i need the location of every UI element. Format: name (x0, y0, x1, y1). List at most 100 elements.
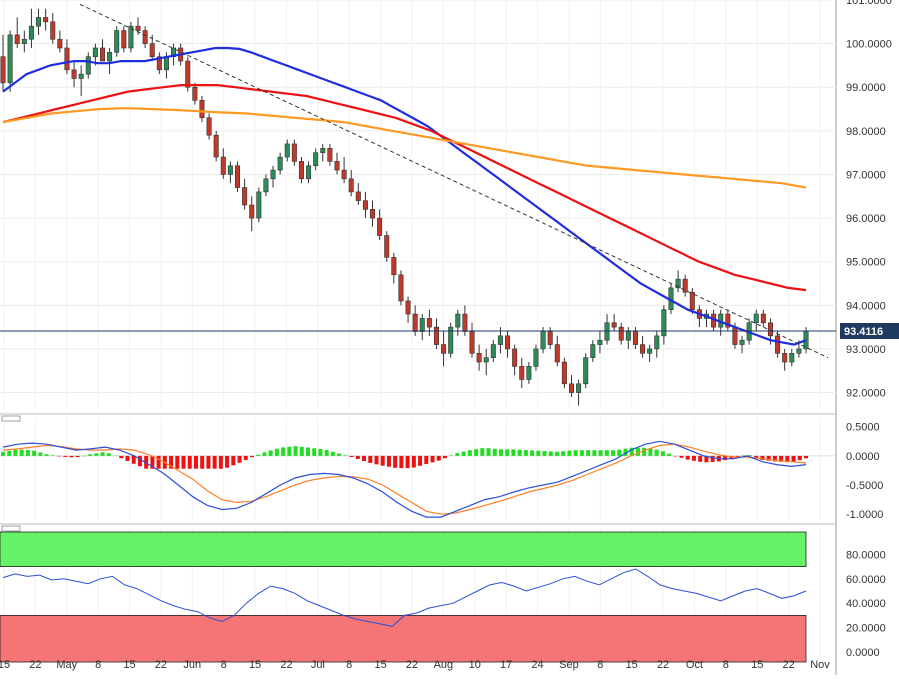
candle-body (725, 313, 731, 328)
macd-histogram-bar (137, 455, 142, 467)
macd-histogram-bar (548, 451, 553, 456)
macd-histogram-bar (667, 453, 672, 456)
candle-body (398, 274, 404, 302)
macd-histogram-bar (324, 450, 329, 456)
macd-histogram-bar (698, 455, 703, 462)
candle-body (483, 357, 489, 363)
candle-body (426, 318, 432, 328)
candle-body (576, 383, 582, 393)
macd-histogram-bar (380, 455, 385, 466)
candle-body (121, 30, 127, 49)
candle-body (767, 322, 773, 337)
macd-histogram-bar (355, 455, 360, 459)
macd-histogram-bar (75, 455, 80, 458)
macd-histogram-bar (312, 448, 317, 456)
macd-histogram-bar (330, 451, 335, 456)
price-tick-label: 100.0000 (846, 39, 892, 51)
candle-body (185, 60, 191, 88)
price-tick-label: 98.0000 (846, 126, 886, 138)
macd-histogram-bar (349, 455, 354, 458)
macd-histogram-bar (281, 447, 286, 456)
macd-histogram-bar (691, 455, 696, 461)
macd-histogram-bar (94, 453, 99, 456)
macd-histogram-bar (25, 449, 30, 456)
candle-body (554, 344, 560, 363)
macd-histogram-bar (604, 450, 609, 456)
date-tick-label: 24 (531, 659, 543, 671)
candle-body (242, 187, 248, 206)
moving-average-line (2, 83, 807, 292)
candle-body (419, 318, 425, 332)
candle-body (327, 147, 333, 162)
candle-body (590, 344, 596, 358)
macd-tick-label: -0.5000 (846, 480, 883, 492)
macd-histogram-bar (418, 455, 423, 466)
candle-body (476, 352, 482, 363)
date-tick-label: 15 (249, 659, 261, 671)
macd-histogram-bar (44, 454, 49, 456)
macd-histogram-bar (536, 450, 541, 456)
macd-histogram-bar (243, 455, 248, 460)
macd-histogram-bar (779, 455, 784, 462)
candle-body (640, 344, 646, 354)
candle-body (142, 30, 148, 44)
candle-body (284, 143, 290, 158)
candle-body (775, 335, 781, 354)
candle-body (249, 204, 255, 219)
macd-histogram-bar (268, 450, 273, 456)
candle-body (334, 161, 340, 171)
macd-histogram-bar (131, 455, 136, 464)
macd-histogram-bar (38, 452, 43, 456)
macd-histogram-bar (505, 449, 510, 456)
macd-histogram-bar (13, 449, 18, 456)
candle-body (661, 309, 667, 337)
macd-histogram-bar (100, 452, 105, 456)
candle-body (114, 30, 120, 53)
macd-histogram-bar (642, 447, 647, 456)
macd-histogram-bar (237, 455, 242, 463)
macd-tick-label: 0.0000 (846, 451, 880, 463)
candle-body (21, 38, 27, 44)
macd-histogram-bar (480, 448, 485, 456)
candle-body (597, 339, 603, 345)
macd-histogram-bar (399, 455, 404, 469)
macd-histogram-bar (405, 455, 410, 469)
candle-body (782, 352, 788, 363)
macd-histogram-bar (772, 455, 777, 462)
macd-histogram-bar (592, 450, 597, 456)
macd-histogram-bar (704, 455, 709, 463)
candle-body (568, 383, 574, 393)
macd-histogram-bar (274, 448, 279, 456)
date-tick-label: 17 (500, 659, 512, 671)
candle-body (192, 86, 198, 101)
candle-body (362, 200, 368, 210)
macd-histogram-bar (69, 455, 74, 458)
candle-body (433, 326, 439, 345)
price-tick-label: 94.0000 (846, 300, 886, 312)
date-tick-label: 15 (626, 659, 638, 671)
macd-histogram-bar (623, 448, 628, 456)
candle-body (611, 322, 617, 328)
pane-resize-handle (1, 415, 21, 422)
moving-average-line (2, 46, 807, 346)
macd-histogram-bar (299, 446, 304, 456)
candle-body (71, 69, 77, 79)
candle-body (519, 366, 525, 380)
candle-body (732, 326, 738, 345)
macd-histogram-bar (318, 448, 323, 456)
macd-histogram-bar (654, 449, 659, 456)
rsi-tick-label: 20.0000 (846, 623, 886, 635)
macd-histogram-bar (660, 451, 665, 456)
macd-histogram-bar (467, 450, 472, 456)
candle-body (50, 21, 56, 40)
macd-histogram-bar (498, 449, 503, 456)
date-tick-label: 8 (597, 659, 603, 671)
candle-body (313, 152, 319, 167)
macd-histogram-bar (81, 455, 86, 457)
macd-histogram-bar (424, 455, 429, 465)
macd-histogram-bar (193, 455, 198, 469)
candle-body (540, 331, 546, 350)
macd-histogram-bar (617, 449, 622, 456)
macd-histogram-bar (629, 447, 634, 456)
